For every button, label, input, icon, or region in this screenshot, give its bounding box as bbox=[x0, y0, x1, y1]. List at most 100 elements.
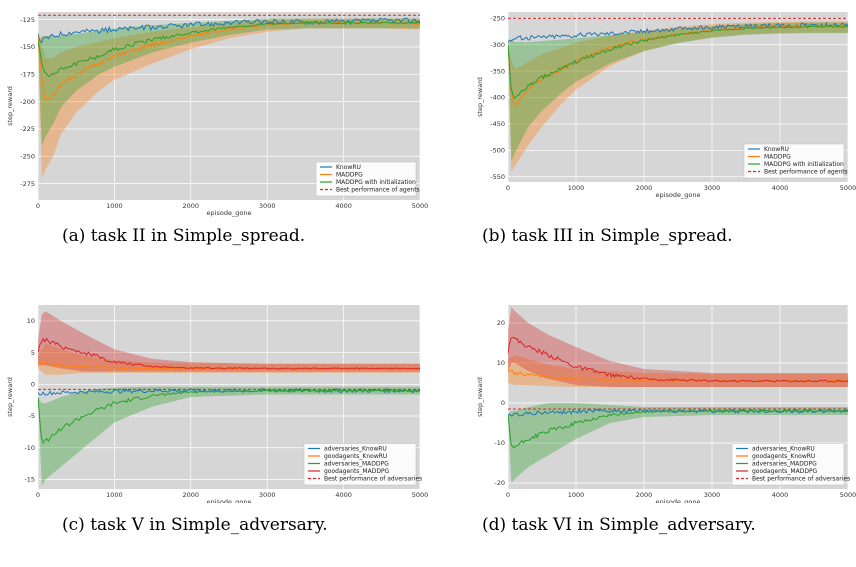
x-tick-label: 4000 bbox=[335, 202, 352, 210]
legend-label: goodagents_MADDPG bbox=[752, 468, 818, 475]
y-tick-label: -200 bbox=[20, 98, 35, 106]
legend-label: KnowRU bbox=[336, 164, 361, 171]
legend-label: Best performance of agents bbox=[336, 187, 420, 194]
y-tick-label: -225 bbox=[20, 125, 35, 133]
x-tick-label: 4000 bbox=[772, 491, 789, 499]
line-adversaries_KnowRU bbox=[508, 408, 848, 417]
y-tick-label: -500 bbox=[490, 147, 505, 155]
x-tick-label: 4000 bbox=[772, 184, 789, 192]
x-tick-label: 5000 bbox=[412, 202, 428, 210]
y-tick-label: 10 bbox=[497, 359, 505, 367]
line-MADDPG bbox=[508, 24, 848, 106]
y-tick-label: -10 bbox=[494, 439, 505, 447]
caption-c: (c) task V in Simple_adversary. bbox=[62, 515, 328, 535]
x-tick-label: 4000 bbox=[335, 491, 352, 499]
x-tick-label: 5000 bbox=[840, 184, 856, 192]
x-axis-label: episode_gone bbox=[656, 498, 701, 503]
x-tick-label: 3000 bbox=[259, 491, 276, 499]
caption-b: (b) task III in Simple_spread. bbox=[482, 226, 733, 246]
y-tick-label: -10 bbox=[24, 444, 35, 452]
x-axis-label: episode_gone bbox=[656, 191, 701, 199]
chart-panel-a: 0 1000 2000 3000 4000 5000 -125 -150 -175 -200 -22… bbox=[0, 0, 428, 283]
y-tick-label: -5 bbox=[29, 412, 35, 420]
x-tick-label: 2000 bbox=[636, 491, 653, 499]
legend-label: adversaries_KnowRU bbox=[324, 446, 387, 453]
line-adversaries_MADDPG bbox=[38, 389, 420, 445]
legend bbox=[731, 443, 845, 486]
x-tick-label: 1000 bbox=[106, 202, 123, 210]
legend-label: MADDPG bbox=[336, 172, 363, 179]
y-tick-label: -300 bbox=[490, 41, 505, 49]
y-tick-label: -250 bbox=[490, 15, 505, 23]
line-goodagents_KnowRU bbox=[508, 370, 848, 383]
y-tick-label: 20 bbox=[497, 319, 505, 327]
line-MADDPG with initialization bbox=[38, 21, 420, 77]
x-tick-label: 1000 bbox=[568, 491, 585, 499]
line-goodagents_MADDPG bbox=[38, 337, 420, 370]
y-tick-label: -125 bbox=[20, 16, 35, 24]
y-tick-label: 0 bbox=[31, 381, 35, 389]
band-goodagents_MADDPG bbox=[38, 311, 420, 372]
band-MADDPG bbox=[38, 18, 420, 179]
legend-label: KnowRU bbox=[764, 146, 789, 153]
x-axis-label: episode_gone bbox=[207, 498, 252, 503]
band-adversaries_MADDPG bbox=[508, 403, 848, 483]
legend-label: goodagents_KnowRU bbox=[324, 453, 387, 460]
band-adversaries_MADDPG bbox=[38, 386, 420, 486]
legend-label: Best performance of agents bbox=[764, 169, 848, 176]
y-tick-label: -20 bbox=[494, 479, 505, 487]
caption-a: (a) task II in Simple_spread. bbox=[62, 226, 306, 246]
line-adversaries_MADDPG bbox=[508, 409, 848, 449]
plot-series bbox=[508, 17, 848, 172]
caption-d: (d) task VI in Simple_adversary. bbox=[482, 515, 756, 535]
line-goodagents_MADDPG bbox=[508, 336, 848, 383]
chart-c: 0 1000 2000 3000 4000 5000 10 5 0 -5 -10 -15 episode… bbox=[6, 305, 428, 503]
legend-label: adversaries_KnowRU bbox=[752, 446, 815, 453]
line-MADDPG with initialization bbox=[508, 25, 848, 99]
legend-label: goodagents_MADDPG bbox=[324, 468, 390, 475]
x-tick-label: 5000 bbox=[840, 491, 856, 499]
legend-label: MADDPG with initialization bbox=[764, 161, 844, 168]
x-tick-label: 2000 bbox=[183, 202, 200, 210]
x-tick-label: 3000 bbox=[704, 491, 721, 499]
y-axis-label: step_reward bbox=[6, 377, 14, 417]
chart-b: 0 1000 2000 3000 4000 5000 -250 -300 -350 -400 -45… bbox=[476, 12, 856, 199]
chart-panel-d: 0 1000 2000 3000 4000 5000 20 10 0 -10 -20 episode_… bbox=[428, 283, 856, 566]
chart-a: 0 1000 2000 3000 4000 5000 -125 -150 -175 -200 -22… bbox=[6, 12, 428, 217]
y-tick-label: 5 bbox=[31, 349, 35, 357]
chart-panel-b: 0 1000 2000 3000 4000 5000 -250 -300 -350 -400 -45… bbox=[428, 0, 856, 283]
y-tick-label: -350 bbox=[490, 67, 505, 75]
x-tick-label: 5000 bbox=[412, 491, 428, 499]
plot-series bbox=[508, 307, 848, 483]
chart-panel-c: 0 1000 2000 3000 4000 5000 10 5 0 -5 -10 -15 episode… bbox=[0, 283, 428, 566]
y-tick-label: -400 bbox=[490, 94, 505, 102]
y-tick-label: -15 bbox=[24, 476, 35, 484]
x-tick-label: 2000 bbox=[183, 491, 200, 499]
band-MADDPG with initialization bbox=[38, 18, 420, 146]
legend-label: MADDPG bbox=[764, 154, 791, 161]
x-tick-label: 0 bbox=[506, 491, 510, 499]
x-tick-label: 1000 bbox=[568, 184, 585, 192]
legend bbox=[743, 143, 845, 179]
legend-label: MADDPG with initialization bbox=[336, 179, 416, 186]
x-tick-label: 0 bbox=[506, 184, 510, 192]
y-tick-label: -250 bbox=[20, 152, 35, 160]
legend-label: goodagents_KnowRU bbox=[752, 453, 815, 460]
x-tick-label: 0 bbox=[36, 491, 40, 499]
legend-label: adversaries_MADDPG bbox=[752, 461, 817, 468]
plot-series bbox=[38, 311, 420, 486]
plot-series bbox=[38, 14, 420, 179]
x-tick-label: 0 bbox=[36, 202, 40, 210]
x-axis-label: episode_gone bbox=[207, 209, 252, 217]
y-tick-label: -150 bbox=[20, 43, 35, 51]
chart-d: 0 1000 2000 3000 4000 5000 20 10 0 -10 -20 episode_… bbox=[476, 305, 856, 503]
line-adversaries_KnowRU bbox=[38, 387, 420, 396]
band-MADDPG bbox=[508, 21, 848, 172]
line-KnowRU bbox=[38, 17, 420, 44]
y-tick-label: -450 bbox=[490, 120, 505, 128]
x-tick-label: 2000 bbox=[636, 184, 653, 192]
band-goodagents_MADDPG bbox=[508, 307, 848, 387]
x-tick-label: 1000 bbox=[106, 491, 123, 499]
y-tick-label: -175 bbox=[20, 71, 35, 79]
legend-label: Best performance of adversaries bbox=[324, 476, 422, 483]
